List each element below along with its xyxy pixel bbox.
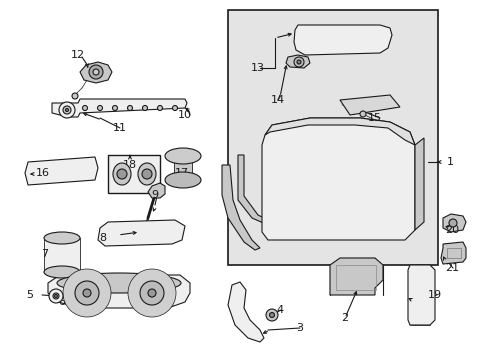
Circle shape — [54, 294, 58, 297]
Circle shape — [148, 289, 156, 297]
Circle shape — [127, 105, 132, 111]
Circle shape — [53, 293, 59, 299]
Text: 4: 4 — [276, 305, 283, 315]
Ellipse shape — [164, 172, 201, 188]
Polygon shape — [148, 183, 164, 198]
Ellipse shape — [113, 163, 131, 185]
Circle shape — [83, 289, 91, 297]
Polygon shape — [222, 165, 260, 250]
Ellipse shape — [44, 266, 80, 278]
Circle shape — [49, 289, 63, 303]
Polygon shape — [80, 62, 112, 83]
Text: 11: 11 — [113, 123, 127, 133]
Circle shape — [269, 312, 274, 318]
Bar — [44, 238, 80, 273]
Circle shape — [63, 269, 111, 317]
Text: 14: 14 — [270, 95, 285, 105]
Circle shape — [296, 60, 301, 64]
Circle shape — [359, 111, 365, 117]
Bar — [227, 10, 437, 265]
Text: 19: 19 — [427, 290, 441, 300]
Text: 12: 12 — [71, 50, 85, 60]
Polygon shape — [329, 258, 382, 295]
Text: 6: 6 — [59, 297, 65, 307]
Text: 17: 17 — [175, 168, 189, 178]
Text: 3: 3 — [296, 323, 303, 333]
Polygon shape — [264, 118, 414, 145]
Ellipse shape — [44, 232, 80, 244]
Bar — [174, 156, 192, 180]
Text: 8: 8 — [99, 233, 106, 243]
Polygon shape — [227, 282, 264, 342]
Ellipse shape — [164, 148, 201, 164]
Ellipse shape — [138, 163, 156, 185]
Text: 15: 15 — [367, 113, 381, 123]
Polygon shape — [293, 25, 391, 55]
Polygon shape — [440, 242, 465, 264]
Circle shape — [63, 106, 71, 114]
Circle shape — [117, 169, 127, 179]
Circle shape — [67, 105, 72, 111]
Polygon shape — [414, 138, 423, 230]
Polygon shape — [48, 275, 190, 308]
Text: 13: 13 — [250, 63, 264, 73]
Circle shape — [112, 105, 117, 111]
Circle shape — [140, 281, 163, 305]
Circle shape — [265, 309, 278, 321]
Circle shape — [82, 105, 87, 111]
Polygon shape — [285, 55, 309, 68]
Circle shape — [293, 57, 304, 67]
Circle shape — [142, 169, 152, 179]
Text: 10: 10 — [178, 110, 192, 120]
Circle shape — [89, 65, 103, 79]
Text: 2: 2 — [341, 313, 348, 323]
Polygon shape — [442, 214, 465, 232]
Polygon shape — [262, 118, 414, 240]
Circle shape — [157, 105, 162, 111]
Polygon shape — [98, 220, 184, 246]
Text: 21: 21 — [444, 263, 458, 273]
Polygon shape — [52, 99, 186, 117]
Circle shape — [97, 105, 102, 111]
Text: 20: 20 — [444, 225, 458, 235]
Text: 1: 1 — [446, 157, 452, 167]
Circle shape — [128, 269, 176, 317]
Text: 16: 16 — [36, 168, 50, 178]
Polygon shape — [25, 157, 98, 185]
Circle shape — [59, 102, 75, 118]
Text: 9: 9 — [151, 190, 158, 200]
Circle shape — [448, 219, 456, 227]
Circle shape — [72, 93, 78, 99]
Bar — [446, 248, 460, 258]
Polygon shape — [407, 265, 434, 325]
Circle shape — [75, 281, 99, 305]
Polygon shape — [339, 95, 399, 115]
Circle shape — [65, 108, 68, 112]
Circle shape — [172, 105, 177, 111]
Text: 5: 5 — [26, 290, 34, 300]
Bar — [108, 155, 160, 193]
Polygon shape — [238, 155, 271, 225]
Ellipse shape — [57, 273, 181, 293]
Text: 18: 18 — [122, 160, 137, 170]
Circle shape — [142, 105, 147, 111]
Bar — [335, 265, 375, 290]
Circle shape — [93, 69, 99, 75]
Text: 7: 7 — [41, 249, 48, 259]
